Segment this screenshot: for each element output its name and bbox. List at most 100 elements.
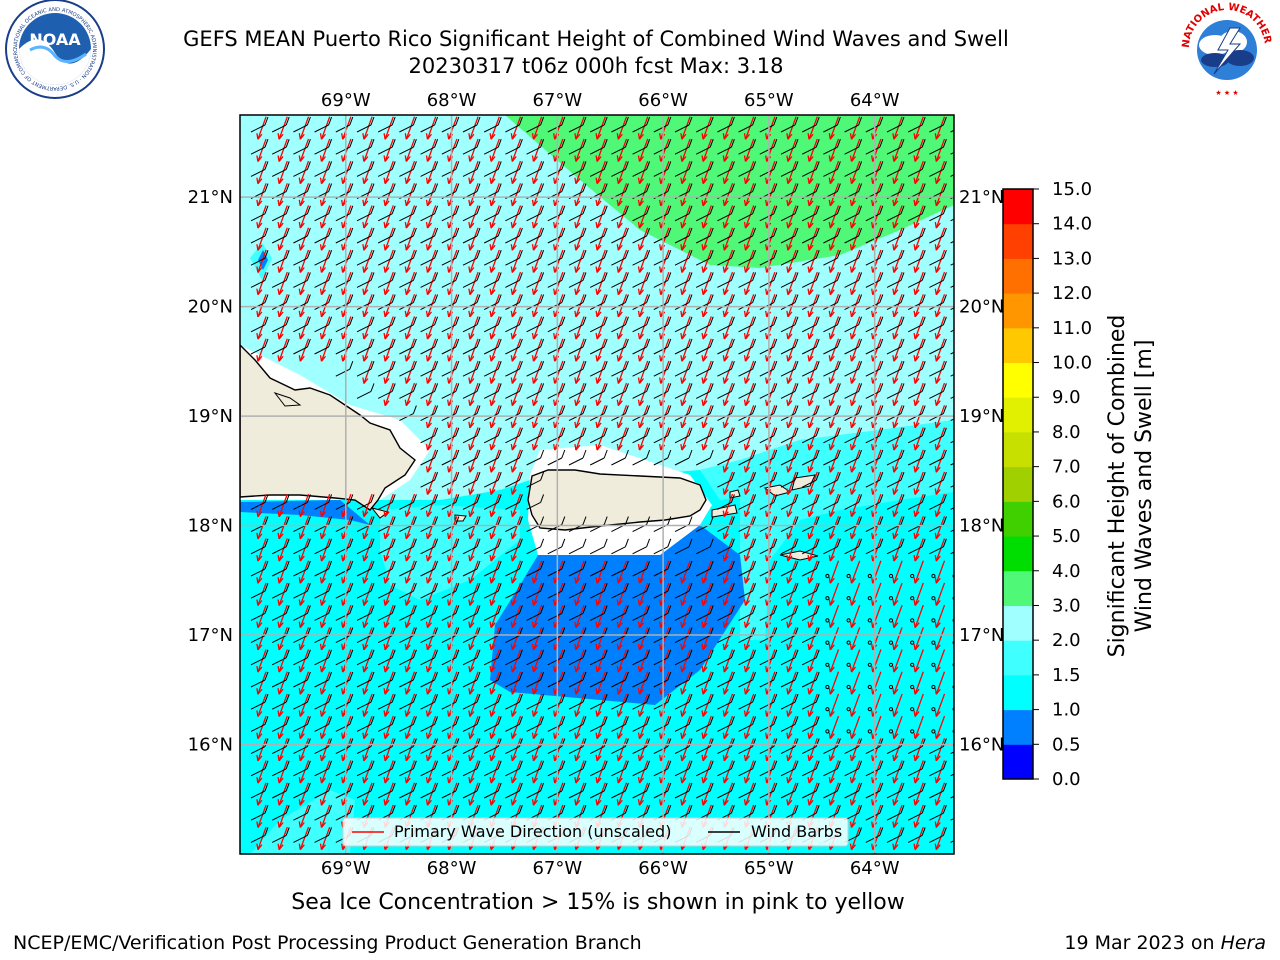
wave-arrow <box>786 671 797 695</box>
wind-barb <box>950 751 954 755</box>
wind-barb <box>250 250 269 266</box>
wave-arrow <box>510 138 522 162</box>
wind-barb <box>780 250 799 266</box>
wave-arrow <box>383 493 394 518</box>
wave-arrow <box>680 316 691 340</box>
wind-barb <box>886 383 905 399</box>
wave-arrow <box>807 604 818 629</box>
wind-barb <box>462 472 481 488</box>
wind-barb <box>695 161 714 177</box>
wind-barb <box>483 560 502 577</box>
wind-barb <box>738 250 757 266</box>
wind-barb <box>377 694 396 710</box>
wind-barb <box>356 716 375 732</box>
wind-barb <box>377 139 396 155</box>
wave-arrow <box>722 316 734 340</box>
wave-arrow <box>913 382 924 407</box>
wave-arrow <box>404 227 416 251</box>
wave-arrow <box>510 360 522 384</box>
wave-arrow <box>298 693 310 717</box>
wave-arrow <box>298 671 310 695</box>
wave-arrow <box>425 205 437 229</box>
wave-arrow <box>637 782 649 806</box>
wind-barb <box>844 361 863 377</box>
wind-barb <box>865 272 884 288</box>
wind-barb <box>377 205 396 222</box>
wind-barb <box>780 427 799 444</box>
wave-arrow <box>743 738 755 762</box>
wind-barb <box>483 361 502 377</box>
wave-arrow <box>362 316 373 340</box>
wind-barb <box>335 139 354 155</box>
wind-barb <box>314 760 333 777</box>
wind-barb <box>674 316 693 333</box>
wind-barb <box>886 139 905 155</box>
wind-barb <box>483 583 502 599</box>
wave-arrow <box>489 760 500 784</box>
wave-arrow <box>701 760 712 784</box>
wave-arrow <box>807 560 818 584</box>
wave-arrow <box>531 227 543 251</box>
wave-arrow <box>595 160 606 185</box>
wind-barb <box>399 782 417 799</box>
wind-barb <box>738 538 757 555</box>
wave-arrow <box>404 627 416 651</box>
wave-arrow <box>849 205 861 229</box>
wind-barb <box>335 671 354 688</box>
map-gridlines <box>240 115 954 854</box>
wind-barb <box>377 583 396 599</box>
wind-barb <box>293 161 311 177</box>
wind-barb <box>271 161 290 177</box>
wind-barb <box>825 729 830 734</box>
wind-barb <box>505 671 523 688</box>
colorbar-tick-label: 10.0 <box>1052 353 1092 374</box>
wind-barb <box>695 583 714 599</box>
wind-barb <box>931 640 936 645</box>
wave-arrow <box>892 671 903 695</box>
wave-arrow <box>531 160 543 185</box>
wave-arrow <box>256 183 267 207</box>
wave-arrow <box>256 671 267 695</box>
wind-barb <box>441 161 460 177</box>
wave-arrow <box>489 449 500 473</box>
wave-arrow <box>934 693 946 717</box>
wind-barb <box>801 250 820 266</box>
wave-arrow <box>743 560 755 584</box>
wind-barb <box>293 205 311 222</box>
wind-barb <box>250 694 269 710</box>
wind-barbs <box>250 116 954 843</box>
wind-barb <box>483 161 502 177</box>
wave-arrow <box>807 738 818 762</box>
lon-label-bottom: 65°W <box>744 858 794 879</box>
wind-barb <box>823 361 841 377</box>
wind-barb <box>377 116 396 133</box>
wave-arrow <box>849 627 861 651</box>
wind-barb <box>695 205 714 222</box>
wind-barb <box>547 427 566 444</box>
wind-barb <box>865 760 884 777</box>
wave-arrow <box>277 294 288 318</box>
wave-arrow <box>574 604 585 629</box>
wave-arrow <box>743 471 755 495</box>
wave-arrow <box>404 493 416 518</box>
wind-barb <box>738 649 757 666</box>
hispaniola-land <box>240 344 416 511</box>
wave-arrow <box>934 493 946 518</box>
wave-arrow <box>743 271 755 296</box>
wave-arrow <box>828 316 840 340</box>
wind-barb <box>632 139 651 155</box>
wind-barb <box>759 627 778 644</box>
wind-barb <box>929 827 947 843</box>
wind-barb <box>738 272 757 288</box>
wave-arrow <box>849 271 861 296</box>
wind-barb <box>293 782 311 799</box>
wind-barb <box>780 605 799 621</box>
wave-arrow <box>892 205 903 229</box>
wave-arrow <box>574 627 585 651</box>
wave-arrow <box>743 627 755 651</box>
wave-arrow <box>786 627 797 651</box>
wave-arrow <box>510 382 522 407</box>
wind-barb <box>293 272 311 288</box>
wind-barb <box>377 538 396 555</box>
